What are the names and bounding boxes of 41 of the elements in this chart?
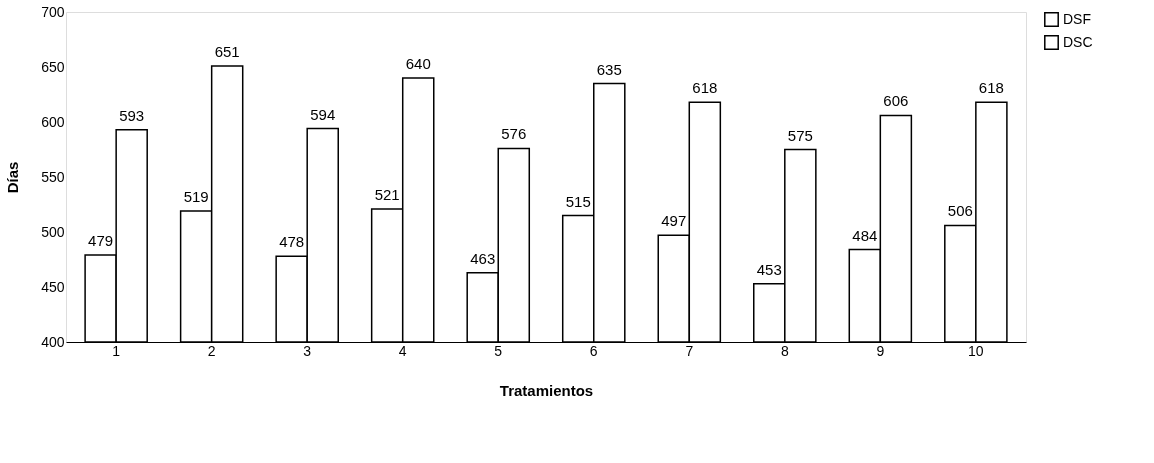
x-tick-label: 7 <box>685 342 694 359</box>
y-tick-label: 450 <box>41 278 65 295</box>
y-tick-label: 500 <box>41 223 65 240</box>
legend-label: DSC <box>1063 33 1093 50</box>
data-label: 519 <box>183 188 209 206</box>
y-tick-label: 550 <box>41 168 65 185</box>
data-label: 497 <box>661 212 687 230</box>
data-label: 506 <box>947 202 973 220</box>
data-label: 594 <box>310 105 336 123</box>
data-label: 618 <box>978 79 1004 97</box>
data-label: 593 <box>119 106 145 124</box>
data-label: 453 <box>756 260 782 278</box>
data-label: 463 <box>470 249 496 267</box>
x-tick-label: 8 <box>780 342 789 359</box>
data-label: 640 <box>405 55 431 72</box>
y-tick-label: 400 <box>41 333 65 350</box>
data-label: 484 <box>852 226 878 244</box>
x-tick-label: 2 <box>207 342 216 359</box>
data-label: 478 <box>279 233 305 251</box>
data-label: 576 <box>501 125 527 143</box>
data-label: 515 <box>565 192 591 210</box>
x-tick-label: 1 <box>112 342 121 359</box>
y-tick-label: 600 <box>41 113 65 130</box>
data-label: 575 <box>787 126 813 144</box>
data-label: 521 <box>374 185 400 203</box>
legend-label: DSF <box>1063 10 1091 27</box>
data-label: 479 <box>88 232 114 250</box>
data-label: 651 <box>214 42 240 60</box>
x-tick-label: 10 <box>968 342 984 359</box>
y-tick-label: 700 <box>41 3 65 20</box>
y-axis-title: Días <box>4 161 22 194</box>
data-label: 635 <box>596 60 622 78</box>
x-tick-label: 3 <box>303 342 312 359</box>
x-axis-title: Tratamientos <box>499 381 594 399</box>
x-tick-label: 6 <box>589 342 598 359</box>
x-tick-label: 4 <box>398 342 407 359</box>
y-tick-label: 650 <box>41 58 65 75</box>
data-label: 606 <box>883 92 909 110</box>
data-label: 618 <box>692 79 718 97</box>
x-tick-label: 5 <box>494 342 503 359</box>
x-tick-label: 9 <box>876 342 885 359</box>
